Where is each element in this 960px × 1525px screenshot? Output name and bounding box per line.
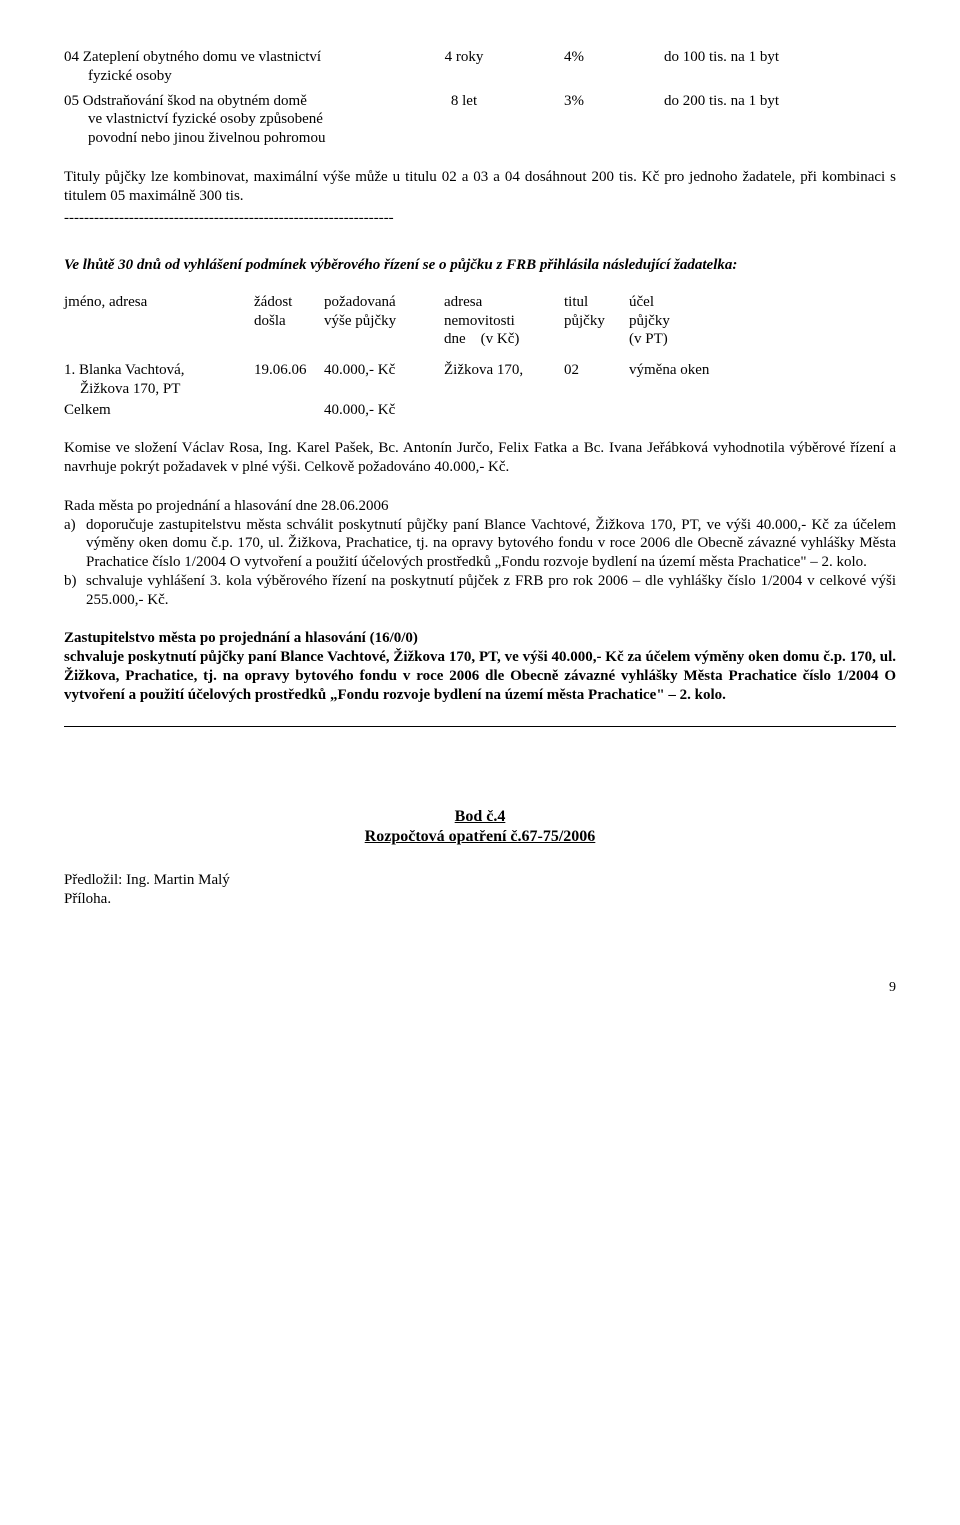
loan-item-04: 04 Zateplení obytného domu ve vlastnictv… [64, 48, 896, 86]
section-title: Bod č.4 Rozpočtová opatření č.67-75/2006 [64, 807, 896, 847]
item-limit: do 200 tis. na 1 byt [624, 92, 896, 148]
row-name: Blanka Vachtová, [79, 362, 185, 378]
header-name: jméno, adresa [64, 293, 254, 312]
page-number: 9 [64, 979, 896, 997]
resolution-body: schvaluje poskytnutí půjčky paní Blance … [64, 648, 896, 704]
intro-text: Ve lhůtě 30 dnů od vyhlášení podmínek vý… [64, 256, 896, 275]
item-term: 8 let [404, 92, 524, 148]
row-date: 19.06.06 [254, 361, 324, 399]
section-sub: Rozpočtová opatření č.67-75/2006 [64, 827, 896, 847]
horizontal-rule [64, 726, 896, 727]
list-marker-b: b) [64, 572, 86, 610]
header-purpose-3: (v PT) [629, 330, 896, 349]
item-desc-line2: ve vlastnictví fyzické osoby způsobené [64, 110, 404, 129]
header-date-1: žádost [254, 293, 324, 312]
applicant-row: 1. Blanka Vachtová, Žižkova 170, PT 19.0… [64, 361, 896, 399]
item-desc: Zateplení obytného domu ve vlastnictví [83, 49, 321, 65]
item-code: 05 [64, 93, 79, 109]
header-amount-2: výše půjčky [324, 312, 444, 331]
loan-item-05: 05 Odstraňování škod na obytném domě ve … [64, 92, 896, 148]
row-num: 1. [64, 362, 75, 378]
row-name-2: Žižkova 170, PT [64, 380, 254, 399]
header-date-2: došla [254, 312, 324, 331]
row-purpose: výměna oken [629, 361, 896, 399]
list-item-b: b) schvaluje vyhlášení 3. kola výběrovéh… [64, 572, 896, 610]
list-item-a: a) doporučuje zastupitelstvu města schvá… [64, 516, 896, 572]
header-title-1: titul [564, 293, 629, 312]
item-desc-line2: fyzické osoby [64, 67, 404, 86]
header-addr-3: dne [444, 331, 466, 347]
header-purpose-1: účel [629, 293, 896, 312]
combination-note: Tituly půjčky lze kombinovat, maximální … [64, 168, 896, 206]
council-date: Rada města po projednání a hlasování dne… [64, 497, 896, 516]
table-header-row2: došla výše půjčky nemovitosti půjčky půj… [64, 312, 896, 331]
presenter: Předložil: Ing. Martin Malý [64, 871, 896, 890]
total-amount: 40.000,- Kč [324, 401, 444, 420]
header-extra-3: (v Kč) [481, 331, 520, 347]
section-main: Bod č.4 [64, 807, 896, 827]
item-desc-line3: povodní nebo jinou živelnou pohromou [64, 129, 404, 148]
item-code: 04 [64, 49, 79, 65]
header-addr-2: nemovitosti [444, 312, 564, 331]
header-purpose-2: půjčky [629, 312, 896, 331]
row-addr: Žižkova 170, [444, 361, 564, 399]
total-label: Celkem [64, 401, 254, 420]
item-limit: do 100 tis. na 1 byt [624, 48, 896, 86]
commission-paragraph: Komise ve složení Václav Rosa, Ing. Kare… [64, 439, 896, 477]
total-row: Celkem 40.000,- Kč [64, 401, 896, 420]
dash-separator: ----------------------------------------… [64, 209, 896, 228]
item-rate: 3% [524, 92, 624, 148]
table-header-row3: dne (v Kč) (v PT) [64, 330, 896, 349]
list-text-a: doporučuje zastupitelstvu města schválit… [86, 516, 896, 572]
attachment: Příloha. [64, 890, 896, 909]
item-desc: Odstraňování škod na obytném domě [83, 93, 307, 109]
header-title-2: půjčky [564, 312, 629, 331]
list-text-b: schvaluje vyhlášení 3. kola výběrového ř… [86, 572, 896, 610]
item-rate: 4% [524, 48, 624, 86]
row-amount: 40.000,- Kč [324, 361, 444, 399]
list-marker-a: a) [64, 516, 86, 572]
row-title: 02 [564, 361, 629, 399]
table-header: jméno, adresa žádost požadovaná adresa t… [64, 293, 896, 312]
header-amount-1: požadovaná [324, 293, 444, 312]
item-term: 4 roky [404, 48, 524, 86]
resolution-heading: Zastupitelstvo města po projednání a hla… [64, 629, 896, 648]
header-addr-1: adresa [444, 293, 564, 312]
